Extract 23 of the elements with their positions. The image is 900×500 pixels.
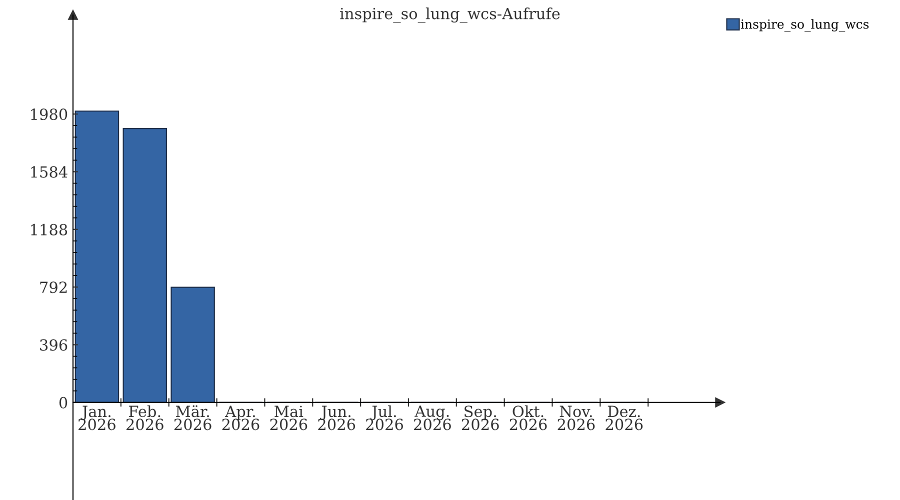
bar [122, 128, 168, 403]
x-tick-label: Feb. 2026 [126, 405, 164, 430]
y-tick-label: 396 [40, 339, 68, 351]
y-tick-label: 0 [59, 396, 68, 408]
y-tick-label: 1188 [31, 224, 68, 236]
bar [74, 110, 120, 403]
x-tick-label: Sep. 2026 [462, 406, 499, 430]
y-tick-label: 1584 [31, 166, 68, 178]
x-tick-label: Jun. 2026 [318, 406, 356, 430]
x-tick-label: Jul. 2026 [366, 405, 403, 430]
x-tick-label: Apr. 2026 [222, 406, 260, 430]
x-tick-label: Dez. 2026 [606, 406, 643, 430]
chart-title: inspire_so_lung_wcs-Aufrufe [340, 8, 560, 23]
x-tick-label: Okt. 2026 [510, 405, 547, 430]
y-tick-label: 792 [40, 282, 67, 294]
legend-label: inspire_so_lung_wcs [740, 19, 869, 32]
x-tick-label: Aug. 2026 [414, 406, 451, 430]
x-tick-label: Jan. 2026 [78, 406, 116, 430]
x-tick-label: Mär. 2026 [174, 405, 212, 430]
x-tick-label: Nov. 2026 [558, 406, 595, 430]
x-tick-label: Mai 2026 [270, 406, 308, 430]
bar [170, 286, 215, 403]
y-tick-label: 1980 [31, 108, 68, 120]
